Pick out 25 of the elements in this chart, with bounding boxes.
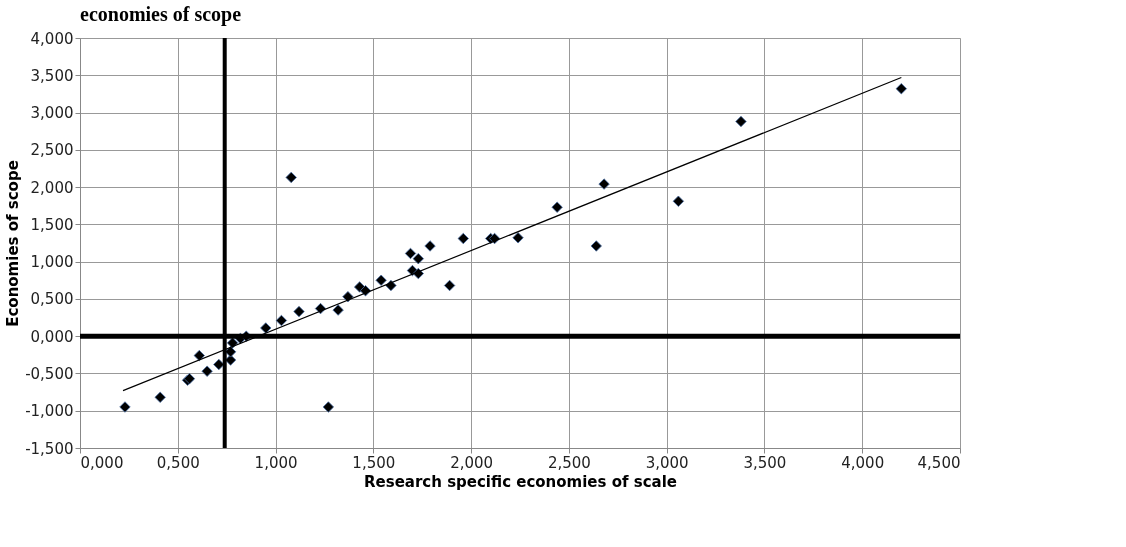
y-tick-label: 1,500	[30, 215, 74, 234]
y-tick-label: 1,000	[30, 253, 74, 272]
x-tick-label: 2,000	[450, 453, 494, 472]
x-axis-title: Research specific economies of scale	[363, 472, 678, 491]
y-tick-label: 3,000	[30, 104, 74, 123]
x-tick-label: 3,500	[743, 453, 787, 472]
y-tick-label: -1,000	[25, 402, 74, 421]
y-tick-label: 2,000	[30, 178, 74, 197]
y-axis-title: Economies of scope	[4, 160, 23, 327]
x-tick-label: 1,500	[352, 453, 396, 472]
chart-title: economies of scope	[80, 3, 242, 26]
x-tick-label: 2,500	[547, 453, 591, 472]
x-tick-label: 0,500	[156, 453, 200, 472]
y-tick-label: 0,000	[30, 327, 74, 346]
x-tick-label: 0,000	[80, 453, 124, 472]
y-tick-label: 2,500	[30, 141, 74, 160]
x-tick-label: 1,000	[254, 453, 298, 472]
x-tick-label: 3,000	[645, 453, 689, 472]
y-tick-label: -0,500	[25, 364, 74, 383]
y-tick-label: 4,000	[30, 29, 74, 48]
x-tick-label: 4,500	[917, 453, 961, 472]
y-tick-label: -1,500	[25, 439, 74, 458]
x-tick-label: 4,000	[841, 453, 885, 472]
y-tick-label: 3,500	[30, 66, 74, 85]
y-tick-label: 0,500	[30, 290, 74, 309]
